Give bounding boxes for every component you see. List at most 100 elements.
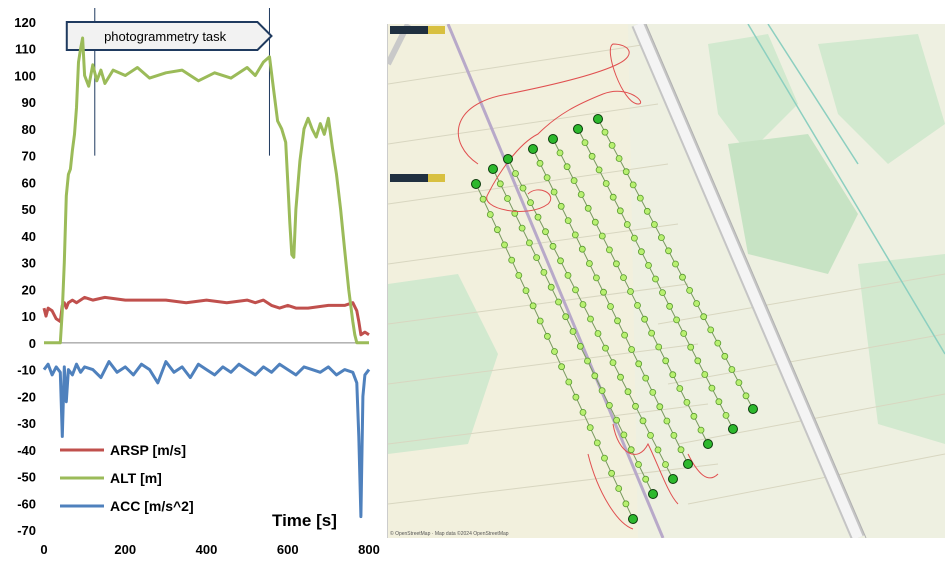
flight-map[interactable]: © OpenStreetMap · Map data ©2024 OpenStr… (385, 21, 945, 541)
photo-point (742, 392, 750, 400)
photo-point (504, 195, 511, 202)
photo-point (614, 317, 621, 325)
photo-point (591, 372, 599, 380)
annotation-label: photogrammetry task (104, 29, 227, 44)
photo-point (550, 188, 558, 196)
y-tick-label: 40 (22, 229, 36, 244)
photo-point (557, 202, 565, 210)
photo-point (543, 174, 551, 182)
y-tick-label: -40 (17, 443, 36, 458)
y-tick-label: 0 (29, 336, 36, 351)
photo-point (662, 461, 669, 468)
waypoint-icon (471, 179, 481, 189)
photo-point (648, 329, 656, 337)
photo-point (579, 301, 587, 308)
photo-point (642, 475, 650, 483)
photo-point (690, 412, 698, 420)
photo-point (617, 373, 624, 381)
photo-point (701, 371, 709, 378)
photo-point (636, 194, 644, 202)
photo-point (496, 180, 504, 188)
photo-point (649, 388, 657, 396)
photo-point (562, 313, 570, 321)
photo-point (686, 286, 694, 294)
photo-point (572, 286, 579, 294)
waypoint-icon (548, 134, 558, 144)
x-axis-ticks: 0 200 400 600 800 (40, 542, 379, 557)
photo-point (697, 426, 705, 434)
photo-point (581, 139, 589, 146)
stream (767, 23, 859, 165)
photo-point (700, 313, 708, 321)
photo-point (578, 245, 586, 253)
photo-point (714, 339, 722, 347)
y-tick-label: 20 (22, 282, 36, 297)
telemetry-chart: 1201101009080706050403020100-10-20-30-40… (14, 8, 380, 557)
photo-point (536, 317, 544, 325)
photo-point (558, 363, 566, 371)
forest-patch (858, 254, 945, 444)
photo-point (623, 221, 631, 228)
map-credit: © OpenStreetMap · Map data ©2024 OpenStr… (390, 530, 509, 537)
photo-point (602, 344, 609, 352)
photo-point (576, 342, 584, 350)
photo-point (622, 500, 630, 508)
waypoint-icon (648, 489, 658, 499)
photo-point (662, 357, 670, 365)
waypoint-icon (683, 459, 693, 469)
stream (747, 23, 945, 355)
waypoint-icon (748, 404, 758, 414)
photo-point (629, 181, 637, 189)
photo-point (683, 398, 691, 406)
x-tick-label: 800 (358, 542, 380, 557)
photo-point (564, 271, 572, 279)
photo-point (522, 287, 530, 295)
photo-point (595, 166, 603, 174)
photo-point (616, 207, 624, 215)
annotation-arrow-box (65, 21, 273, 51)
series-lines (42, 36, 371, 519)
photo-point (722, 411, 730, 419)
photo-point (549, 242, 557, 250)
photo-point (501, 241, 508, 249)
waypoint-markers (471, 114, 758, 524)
photo-point (721, 352, 729, 360)
photo-point (639, 417, 647, 425)
series-line-3 (42, 360, 371, 519)
photo-point (643, 207, 651, 215)
photo-point (652, 275, 659, 283)
photo-point (676, 385, 684, 392)
photo-point (627, 288, 634, 295)
photo-point (680, 330, 688, 337)
photo-point (665, 247, 672, 255)
photo-point (641, 315, 649, 323)
photo-point (494, 226, 501, 234)
photo-point (508, 256, 516, 264)
photo-point (584, 204, 592, 212)
photo-point (518, 224, 526, 232)
photo-point (609, 359, 617, 367)
photo-point (592, 274, 600, 282)
photo-point (637, 248, 645, 256)
forest-patch (728, 134, 858, 274)
photo-point (555, 298, 562, 306)
forest-patch (708, 34, 798, 154)
photo-point (543, 332, 551, 340)
photo-point (571, 231, 579, 239)
photo-point (542, 228, 549, 236)
y-tick-label: 70 (22, 149, 36, 164)
photo-point (577, 191, 585, 198)
y-tick-label: 90 (22, 95, 36, 110)
legend: ARSP [m/s] ALT [m] ACC [m/s^2] (60, 442, 194, 514)
legend-label: ARSP [m/s] (110, 442, 186, 458)
legend-label: ALT [m] (110, 470, 162, 486)
photo-point (540, 268, 548, 276)
photo-point (569, 328, 577, 335)
photo-point (615, 155, 623, 162)
photo-point (601, 128, 609, 136)
y-tick-label: 110 (15, 42, 36, 57)
waypoint-icon (668, 474, 678, 484)
photo-point (613, 416, 621, 424)
photo-point (627, 446, 635, 454)
photo-point (572, 393, 580, 401)
